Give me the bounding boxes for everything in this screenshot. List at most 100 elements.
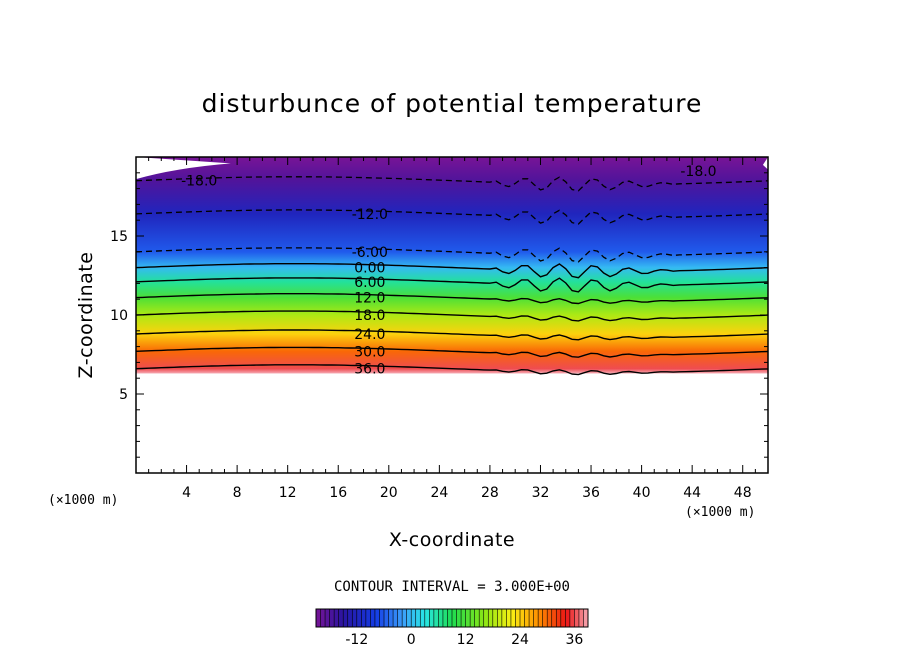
colorbar-segment [556,609,562,627]
colorbar-segment [506,609,512,627]
contour-line [136,247,768,263]
colorbar-tick-label: 0 [407,632,416,648]
contour-interval-text: CONTOUR INTERVAL = 3.000E+00 [334,579,570,595]
colorbar-segment [529,609,534,627]
colorbar-segment [347,609,353,627]
colorbar-segment [325,609,330,627]
colorbar-segment [524,609,530,627]
contour-line [136,277,768,293]
colorbar-segment [465,609,471,627]
colorbar-segment [402,609,407,627]
colorbar-segment [433,609,439,627]
colorbar-segment [456,609,462,627]
colorbar-tick-label: -12 [345,632,368,648]
colorbar-segment [356,609,362,627]
colorbar-tick-label: 24 [511,632,529,648]
colorbar-segment [442,609,448,627]
contour-line [136,176,768,192]
contour-line [136,346,768,358]
colorbar-segment [578,609,584,627]
colorbar-segment [538,609,543,627]
colorbar-segment [483,609,489,627]
contour-label: 36.0 [354,362,385,378]
x-tick-label: 28 [481,485,499,501]
colorbar-segment [551,609,557,627]
colorbar-segment [447,609,453,627]
colorbar-segment [329,609,335,627]
contour-line [136,329,768,341]
x-tick-label: 12 [279,485,297,501]
colorbar-segment [574,609,580,627]
y-axis-label: Z-coordinate [75,252,97,379]
colorbar-segment [365,609,371,627]
contour-label: 12.0 [354,291,385,307]
contour-label: 18.0 [354,308,385,324]
colorbar-segment [452,609,457,627]
colorbar-segment [501,609,507,627]
colorbar-segment [370,609,376,627]
x-tick-label: 16 [329,485,347,501]
x-tick-label: 44 [683,485,701,501]
x-axis-ticks: 4 8 12 16 20 24 28 32 36 40 44 48 [135,157,769,501]
colorbar-segment [515,609,521,627]
y-tick-label: 15 [110,229,128,245]
x-tick-label: 32 [532,485,550,501]
colorbar-segment [492,609,498,627]
colorbar-segment [361,609,367,627]
colorbar-segment [424,609,430,627]
colorbar-segment [474,609,480,627]
colorbar-segment [497,609,503,627]
colorbar-segment [565,609,571,627]
colorbar-segment [411,609,417,627]
temperature-field [136,157,768,374]
colorbar-frame [315,608,589,628]
colorbar-segment [397,609,403,627]
contour-lines [136,176,768,376]
x-unit-right: (×1000 m) [685,505,755,520]
contour-labels: 36.0 30.024.0 18.012.06.000.00-6.00 -12.0 -1… [181,164,717,378]
colorbar-segment [352,609,358,627]
contour-line [136,364,768,376]
colorbar [315,608,589,628]
x-tick-label: 40 [633,485,651,501]
colorbar-segment [542,609,548,627]
colorbar-segment [388,609,394,627]
colorbar-segment [470,609,475,627]
x-tick-label: 48 [734,485,752,501]
x-tick-label: 4 [182,485,191,501]
contour-label: 30.0 [354,344,385,360]
contour-line [136,263,768,279]
contour-label: -6.00 [352,245,388,261]
contour-line [136,293,768,305]
contour-label: 24.0 [354,327,385,343]
colorbar-segment [334,609,339,627]
colorbar-ticks: -12 0 12 24 36 [345,632,583,648]
colorbar-segment [479,609,485,627]
colorbar-segment [488,609,494,627]
colorbar-segment [379,609,385,627]
colorbar-segment [560,609,566,627]
contour-label: 6.00 [354,275,385,291]
colorbar-segment [420,609,426,627]
colorbar-segment [547,609,553,627]
x-unit-left: (×1000 m) [48,493,118,508]
contour-label: -12.0 [352,207,388,223]
colorbar-segment [320,609,326,627]
colorbar-segment [343,609,349,627]
x-tick-label: 8 [233,485,242,501]
plot-area [136,157,768,376]
colorbar-tick-label: 12 [457,632,475,648]
y-tick-label: 5 [119,387,128,403]
colorbar-segment [316,609,321,627]
contour-line [136,209,768,225]
colorbar-segment [461,609,466,627]
colorbar-segment [393,609,398,627]
x-tick-label: 20 [380,485,398,501]
y-axis-ticks: 5 10 15 [110,156,768,474]
colorbar-segment [374,609,380,627]
colorbar-segment [429,609,435,627]
colorbar-segment [569,609,575,627]
colorbar-segment [510,609,516,627]
contour-line [136,310,768,322]
